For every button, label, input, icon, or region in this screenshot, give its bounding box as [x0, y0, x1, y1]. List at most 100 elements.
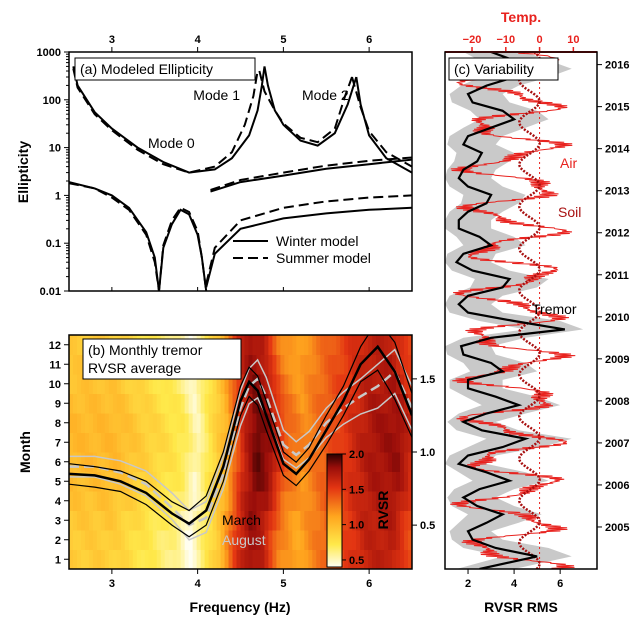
- heatmap-cell: [116, 413, 122, 433]
- heatmap-cell: [404, 374, 409, 394]
- heatmap-cell: [168, 471, 174, 492]
- heatmap-cell: [360, 549, 365, 569]
- heatmap-cell: [164, 530, 170, 550]
- heatmap-cell: [228, 549, 234, 569]
- heatmap-cell: [380, 530, 385, 550]
- heatmap-cell: [192, 491, 198, 511]
- heatmap-cell: [168, 530, 174, 550]
- heatmap-cell: [180, 471, 186, 492]
- heatmap-cell: [404, 354, 409, 375]
- heatmap-cell: [372, 374, 377, 394]
- heatmap-cell: [352, 530, 357, 550]
- heatmap-cell: [208, 471, 214, 492]
- heatmap-cell: [400, 549, 405, 569]
- heatmap-cell: [164, 471, 170, 492]
- heatmap-cell: [160, 393, 166, 414]
- heatmap-cell: [312, 432, 317, 453]
- heatmap-cell: [196, 413, 202, 433]
- heatmap-cell: [192, 432, 198, 453]
- heatmap-cell: [176, 471, 182, 492]
- heatmap-cell: [300, 549, 305, 569]
- heatmap-cell: [396, 374, 401, 394]
- heatmap-cell: [288, 510, 293, 531]
- heatmap-cell: [264, 374, 269, 394]
- heatmap-cell: [104, 510, 110, 531]
- heatmap-cell: [380, 374, 385, 394]
- panel-c-frame: [444, 51, 598, 570]
- heatmap-cell: [308, 335, 313, 355]
- heatmap-cell: [148, 374, 154, 394]
- panel-b-y-tick-label-7: 8: [55, 418, 61, 430]
- panel-b-y-tick-label-0: 1: [55, 554, 61, 566]
- heatmap-cell: [69, 491, 74, 511]
- heatmap-cell: [344, 374, 349, 394]
- heatmap-cell: [69, 335, 74, 355]
- heatmap-cell: [204, 530, 210, 550]
- heatmap-cell: [260, 530, 265, 550]
- heatmap-cell: [300, 393, 305, 414]
- heatmap-cell: [260, 491, 265, 511]
- heatmap-cell: [136, 432, 142, 453]
- heatmap-cell: [224, 374, 230, 394]
- heatmap-cell: [124, 510, 130, 531]
- heatmap-cell: [372, 354, 377, 375]
- heatmap-cell: [264, 471, 269, 492]
- heatmap-cell: [104, 393, 110, 414]
- heatmap-cell: [356, 432, 361, 453]
- heatmap-cell: [69, 432, 74, 453]
- heatmap-cell: [316, 491, 321, 511]
- heatmap-cell: [144, 491, 150, 511]
- heatmap-cell: [164, 374, 170, 394]
- heatmap-cell: [116, 491, 122, 511]
- heatmap-cell: [96, 393, 102, 414]
- heatmap-cell: [280, 354, 285, 375]
- heatmap-cell: [408, 530, 412, 550]
- heatmap-cell: [92, 374, 98, 394]
- heatmap-cell: [408, 413, 412, 433]
- heatmap-cell: [312, 530, 317, 550]
- heatmap-cell: [296, 471, 301, 492]
- heatmap-cell: [156, 393, 162, 414]
- heatmap-cell: [80, 530, 86, 550]
- heatmap-cell: [92, 432, 98, 453]
- heatmap-cell: [276, 491, 281, 511]
- heatmap-cell: [264, 530, 269, 550]
- heatmap-cell: [296, 549, 301, 569]
- heatmap-cell: [368, 374, 373, 394]
- heatmap-cell: [376, 452, 381, 472]
- heatmap-cell: [144, 413, 150, 433]
- heatmap-cell: [360, 491, 365, 511]
- heatmap-cell: [284, 354, 289, 375]
- heatmap-cell: [284, 335, 289, 355]
- heatmap-cell: [320, 510, 325, 531]
- heatmap-cell: [328, 335, 333, 355]
- heatmap-cell: [212, 413, 218, 433]
- heatmap-cell: [292, 530, 297, 550]
- heatmap-cell: [344, 452, 349, 472]
- heatmap-cell: [160, 374, 166, 394]
- heatmap-cell: [80, 452, 86, 472]
- heatmap-cell: [160, 491, 166, 511]
- heatmap-cell: [240, 530, 245, 550]
- heatmap-cell: [288, 530, 293, 550]
- heatmap-cell: [356, 491, 361, 511]
- heatmap-cell: [372, 393, 377, 414]
- heatmap-cell: [240, 452, 245, 472]
- heatmap-cell: [256, 491, 261, 511]
- heatmap-cell: [192, 374, 198, 394]
- heatmap-cell: [348, 491, 353, 511]
- heatmap-cell: [380, 510, 385, 531]
- heatmap-cell: [196, 549, 202, 569]
- heatmap-cell: [320, 335, 325, 355]
- heatmap-cell: [376, 393, 381, 414]
- heatmap-cell: [112, 471, 118, 492]
- heatmap-cell: [184, 452, 190, 472]
- heatmap-cell: [240, 432, 245, 453]
- heatmap-cell: [116, 530, 122, 550]
- heatmap-cell: [188, 471, 194, 492]
- heatmap-cell: [84, 530, 90, 550]
- heatmap-cell: [200, 432, 206, 453]
- heatmap-cell: [188, 432, 194, 453]
- heatmap-cell: [288, 452, 293, 472]
- summer-model-curve-3: [258, 70, 353, 144]
